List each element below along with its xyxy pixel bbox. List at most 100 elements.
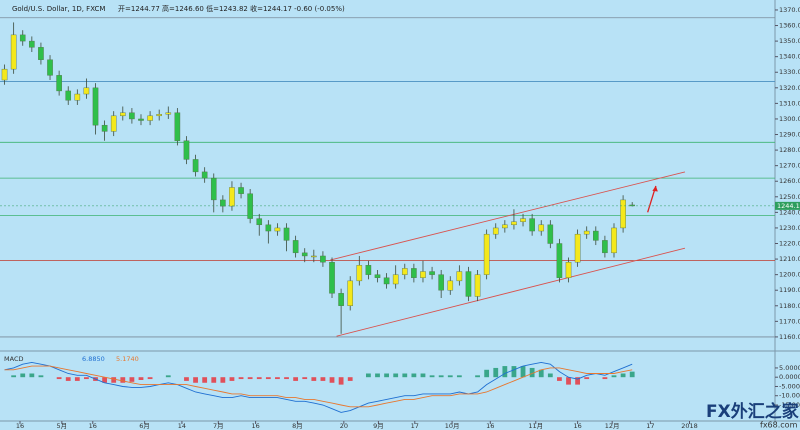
macd-histogram-bar bbox=[538, 369, 544, 378]
macd-histogram-bar bbox=[338, 377, 344, 385]
candle-body bbox=[529, 218, 535, 232]
candle-body bbox=[311, 255, 317, 258]
y-tick-label: 1160.00 bbox=[779, 333, 800, 341]
macd-histogram-bar bbox=[102, 377, 108, 383]
candle-body bbox=[65, 90, 72, 101]
candle-body bbox=[429, 271, 435, 275]
macd-histogram-bar bbox=[293, 377, 299, 381]
macd-histogram-bar bbox=[320, 377, 326, 381]
candle-body bbox=[210, 177, 217, 201]
candle-body bbox=[538, 224, 545, 232]
macd-histogram-bar bbox=[493, 367, 499, 378]
x-tick-label: 16 bbox=[251, 422, 259, 430]
arrow-head bbox=[652, 185, 658, 192]
macd-histogram-bar bbox=[284, 377, 289, 380]
y-tick-label: 1240.00 bbox=[779, 208, 800, 216]
candle-body bbox=[520, 218, 526, 222]
macd-histogram-bar bbox=[29, 373, 35, 378]
x-tick-label: 17 bbox=[646, 422, 654, 430]
y-tick-label: 0.0000 bbox=[779, 373, 800, 381]
y-tick-label: 1360.00 bbox=[779, 22, 800, 30]
watermark-brand: FX外汇之家 bbox=[706, 401, 799, 422]
candle-body bbox=[101, 124, 108, 132]
macd-histogram-bar bbox=[602, 377, 608, 380]
x-tick-label: 9月 bbox=[373, 422, 384, 430]
x-tick-label: 10月 bbox=[445, 422, 460, 430]
y-tick-label: 1280.00 bbox=[779, 146, 800, 154]
candle-body bbox=[456, 271, 463, 282]
y-tick-label: 1370.00 bbox=[779, 6, 800, 14]
macd-histogram-bar bbox=[65, 377, 71, 381]
candle-body bbox=[502, 224, 508, 229]
macd-histogram-bar bbox=[211, 377, 217, 383]
candle-body bbox=[174, 112, 181, 141]
y-tick-label: 1290.00 bbox=[779, 131, 800, 139]
candle-body bbox=[10, 34, 17, 70]
candle-body bbox=[147, 115, 153, 121]
x-tick-label: 20 bbox=[340, 422, 348, 430]
candle-body bbox=[602, 240, 608, 254]
macd-histogram-bar bbox=[193, 377, 198, 383]
x-tick-label: 12月 bbox=[605, 422, 620, 430]
y-tick-label: 1320.00 bbox=[779, 84, 800, 92]
candle-body bbox=[29, 40, 35, 48]
macd-histogram-bar bbox=[11, 375, 17, 378]
macd-histogram-bar bbox=[502, 366, 508, 378]
candle-body bbox=[547, 224, 554, 244]
macd-histogram-bar bbox=[447, 375, 453, 378]
y-tick-label: -5.0000 bbox=[779, 382, 800, 390]
indicator-title: MACD bbox=[4, 355, 23, 363]
candle-body bbox=[238, 187, 244, 194]
candle-body bbox=[229, 187, 235, 207]
macd-histogram-bar bbox=[147, 377, 153, 380]
y-tick-label: 1180.00 bbox=[779, 302, 800, 310]
candle-body bbox=[247, 193, 253, 219]
macd-histogram-bar bbox=[202, 377, 208, 383]
macd-histogram-bar bbox=[56, 377, 62, 380]
macd-histogram-bar bbox=[329, 377, 335, 383]
y-tick-label: 1220.00 bbox=[779, 240, 800, 248]
candle-body bbox=[374, 274, 381, 278]
x-tick-label: 5月 bbox=[57, 422, 68, 430]
macd-histogram-bar bbox=[438, 375, 444, 378]
macd-histogram-bar bbox=[84, 377, 89, 380]
macd-histogram-bar bbox=[411, 373, 417, 378]
x-tick-label: 16 bbox=[89, 422, 97, 430]
candle-body bbox=[256, 218, 263, 226]
macd-histogram-bar bbox=[575, 377, 581, 385]
candle-body bbox=[492, 227, 499, 235]
candle-body bbox=[511, 221, 517, 226]
y-tick-label: 1250.00 bbox=[779, 193, 800, 201]
candle-body bbox=[129, 112, 135, 120]
macd-histogram-bar bbox=[547, 373, 553, 378]
candle-body bbox=[556, 243, 563, 278]
macd-histogram-bar bbox=[611, 375, 617, 378]
macd-histogram-bar bbox=[375, 373, 380, 378]
candle-body bbox=[138, 118, 144, 121]
macd-histogram-bar bbox=[220, 377, 226, 383]
macd-histogram-bar bbox=[165, 375, 171, 378]
candle-body bbox=[611, 227, 617, 254]
macd-histogram-bar bbox=[256, 377, 262, 380]
y-tick-label: 1200.00 bbox=[779, 271, 800, 279]
y-tick-label: 1340.00 bbox=[779, 53, 800, 61]
macd-histogram-bar bbox=[584, 377, 590, 380]
macd-histogram-bar bbox=[138, 377, 144, 380]
y-tick-label: 1260.00 bbox=[779, 177, 800, 185]
candle-body bbox=[574, 233, 581, 263]
y-tick-label: 1350.00 bbox=[779, 37, 800, 45]
candle-body bbox=[283, 227, 290, 241]
macd-line bbox=[4, 365, 633, 408]
macd-histogram-bar bbox=[120, 377, 126, 383]
candle-body bbox=[383, 277, 390, 285]
candle-body bbox=[192, 159, 199, 173]
candle-body bbox=[201, 171, 208, 179]
x-tick-label: 2018 bbox=[681, 422, 698, 430]
y-tick-label: 1300.00 bbox=[779, 115, 800, 123]
macd-histogram-bar bbox=[520, 366, 526, 378]
macd-histogram-bar bbox=[74, 377, 80, 381]
trend-line bbox=[330, 171, 686, 261]
candle-body bbox=[583, 230, 590, 235]
macd-histogram-bar bbox=[629, 371, 635, 378]
